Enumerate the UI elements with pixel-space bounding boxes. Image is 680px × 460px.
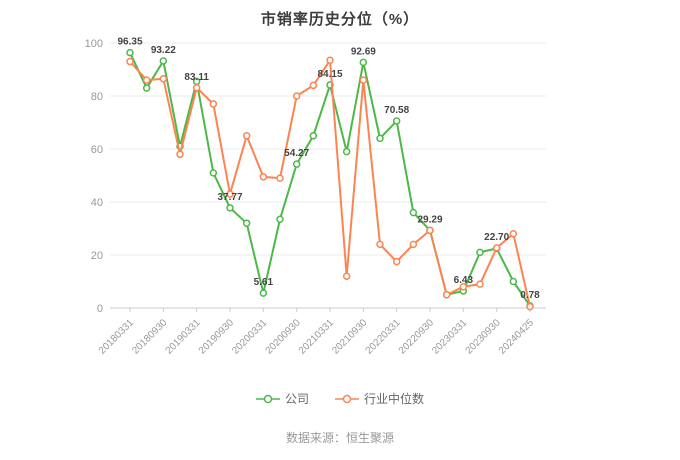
line-chart-svg: 0 20 40 60 80 100 2018033120180930201903312019… (85, 37, 546, 357)
y-axis-tick-label: 40 (91, 197, 103, 209)
x-axis-tick-label: 20220331 (364, 317, 404, 357)
legend-marker-industry-median-icon (335, 394, 359, 403)
chart-title: 市销率历史分位（%） (260, 11, 420, 28)
company-point (476, 248, 484, 257)
legend-item-industry-median[interactable]: 行业中位数 (335, 390, 424, 407)
data-source-note: 数据来源：恒生聚源 (285, 431, 394, 445)
industry-median-point (392, 257, 401, 266)
y-axis-tick-label: 100 (85, 38, 103, 50)
x-axis-tick-label: 20190930 (197, 317, 237, 357)
industry-median-point (309, 81, 318, 90)
industry-median-point (142, 76, 151, 84)
company-point (259, 289, 268, 297)
company-point (142, 84, 151, 92)
legend-marker-company-icon (255, 394, 280, 403)
y-axis-tick-label: 60 (91, 144, 103, 156)
x-axis-tick-label: 20240425 (497, 317, 537, 357)
line-chart-canvas: 0 20 40 60 80 100 20180331 20180930 20190331 2019… (0, 28, 680, 368)
x-axis-tick-label: 20200930 (264, 317, 304, 357)
company-point (209, 169, 218, 177)
industry-median-point (342, 272, 351, 280)
company-series (126, 48, 534, 310)
company-point (392, 117, 401, 125)
x-axis-tick-label: 20230930 (464, 317, 504, 357)
legend-label-company: 公司 (284, 392, 309, 406)
company-point (309, 132, 318, 140)
point-value-label: 37.77 (217, 192, 242, 203)
industry-median-point (259, 173, 268, 181)
x-axis-tick-label: 20220930 (397, 317, 437, 357)
chart-legend: 公司 行业中位数 (0, 390, 680, 407)
point-value-label: 6.43 (454, 275, 474, 286)
point-value-label: 5.61 (254, 277, 274, 288)
point-value-label: 54.27 (284, 148, 309, 159)
industry-median-series (126, 56, 534, 311)
point-value-label: 0.78 (520, 290, 540, 301)
company-point (226, 204, 234, 212)
company-point (126, 48, 134, 57)
industry-median-point (126, 57, 134, 66)
company-point (242, 219, 251, 227)
industry-median-point (276, 174, 284, 182)
legend-item-company[interactable]: 公司 (255, 390, 309, 407)
x-axis-tick-label: 20210331 (297, 317, 337, 357)
company-line (129, 51, 531, 307)
y-axis-tick-label: 20 (91, 250, 103, 262)
point-value-label: 29.29 (417, 214, 442, 225)
industry-median-point (509, 230, 518, 238)
point-value-label: 96.35 (117, 37, 142, 48)
industry-median-point (442, 291, 451, 299)
company-point (359, 58, 368, 67)
industry-median-point (242, 132, 251, 140)
industry-median-point (326, 56, 334, 64)
x-axis-tick-label: 20230331 (430, 317, 470, 357)
point-value-label: 83.11 (184, 72, 209, 83)
point-value-label: 93.22 (151, 45, 176, 56)
industry-median-point (376, 240, 384, 249)
industry-median-point (526, 302, 534, 311)
company-point (159, 57, 168, 65)
x-axis-tick-label: 20180930 (130, 317, 170, 357)
company-point (409, 208, 418, 217)
x-axis-tick-label: 20210930 (330, 317, 370, 357)
company-point (509, 277, 518, 286)
industry-median-point (492, 244, 501, 252)
industry-median-point (192, 84, 201, 92)
industry-median-point (209, 100, 218, 108)
industry-median-point (459, 283, 468, 291)
y-axis-tick-label: 0 (97, 303, 103, 315)
legend-label-industry-median: 行业中位数 (364, 392, 425, 406)
industry-median-point (359, 76, 368, 84)
point-value-label: 70.58 (384, 105, 409, 116)
x-axis-tick-label: 20190331 (164, 317, 204, 357)
x-axis-tick-label: 20200331 (230, 317, 270, 357)
industry-median-point (476, 280, 484, 288)
point-value-label: 92.69 (351, 46, 376, 57)
industry-median-point (292, 92, 301, 100)
industry-median-line (129, 59, 531, 308)
y-axis-tick-label: 80 (91, 91, 103, 103)
company-point (292, 160, 301, 168)
x-axis-tick-label: 20180331 (97, 317, 137, 357)
industry-median-point (176, 150, 184, 159)
industry-median-point (226, 190, 234, 198)
company-point (342, 147, 351, 156)
point-value-label: 84.15 (317, 69, 342, 80)
point-value-label: 22.70 (484, 232, 509, 243)
industry-median-point (409, 240, 418, 249)
industry-median-point (426, 226, 434, 235)
industry-median-point (159, 75, 168, 83)
company-point (376, 134, 384, 143)
company-point (276, 215, 284, 223)
